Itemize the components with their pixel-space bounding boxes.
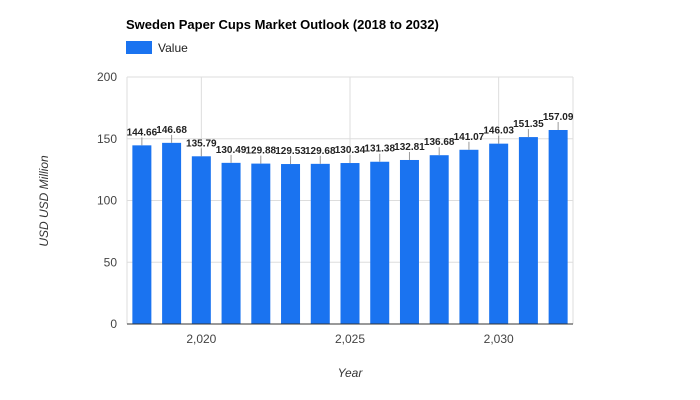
- data-label-2027: 132.81: [394, 142, 425, 153]
- bar-2032: [548, 129, 568, 324]
- data-label-2031: 151.35: [513, 119, 544, 130]
- y-tick-label: 200: [97, 70, 117, 84]
- data-label-2023: 129.53: [275, 146, 306, 157]
- legend: Value: [126, 41, 188, 55]
- bar-2028: [429, 155, 449, 324]
- bar-2019: [162, 142, 182, 324]
- data-label-2018: 144.66: [127, 127, 158, 138]
- data-label-2032: 157.09: [543, 112, 574, 123]
- axes: 0 50 100 150 200 2,020 2,025 2,030: [97, 70, 573, 346]
- bar-2027: [399, 159, 419, 324]
- data-label-2024: 129.68: [305, 146, 336, 157]
- bar-2023: [281, 164, 301, 324]
- legend-swatch-value: [126, 41, 152, 54]
- bar-2030: [489, 143, 509, 324]
- legend-label-value: Value: [158, 41, 188, 55]
- data-label-2020: 135.79: [186, 138, 217, 149]
- data-label-2028: 136.68: [424, 137, 455, 148]
- bar-2018: [132, 145, 152, 324]
- data-label-2019: 146.68: [156, 125, 187, 136]
- x-tick-label: 2,030: [484, 332, 514, 346]
- chart-title: Sweden Paper Cups Market Outlook (2018 t…: [126, 17, 439, 32]
- x-tick-label: 2,025: [335, 332, 365, 346]
- x-tick-label: 2,020: [186, 332, 216, 346]
- bar-2025: [340, 163, 360, 324]
- data-label-2026: 131.38: [364, 144, 395, 155]
- data-label-2022: 129.88: [246, 146, 277, 157]
- y-tick-label: 100: [97, 194, 117, 208]
- bar-2021: [221, 162, 241, 324]
- data-label-2021: 130.49: [216, 145, 247, 156]
- bars: [132, 129, 568, 324]
- bar-2024: [310, 163, 330, 324]
- y-axis-title: USD USD Million: [37, 155, 51, 247]
- y-tick-label: 150: [97, 132, 117, 146]
- bar-2031: [518, 137, 538, 324]
- y-tick-label: 0: [110, 317, 117, 331]
- data-label-2025: 130.34: [335, 145, 366, 156]
- bar-2020: [191, 156, 211, 324]
- bar-2022: [251, 163, 271, 324]
- bar-2026: [370, 161, 390, 324]
- x-axis-title: Year: [338, 366, 364, 380]
- bar-2029: [459, 149, 479, 324]
- data-label-2029: 141.07: [454, 132, 485, 143]
- y-tick-label: 50: [104, 255, 118, 269]
- data-label-2030: 146.03: [483, 126, 514, 137]
